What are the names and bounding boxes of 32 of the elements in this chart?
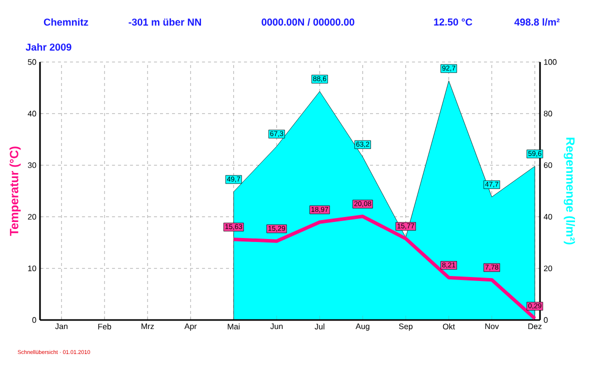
- x-tick-label: Sep: [398, 324, 413, 331]
- y-tick-label: 30: [28, 162, 36, 168]
- y2-tick-label: 100: [544, 59, 557, 65]
- text: 12.50 °C: [434, 18, 472, 26]
- x-tick-label: Okt: [442, 324, 455, 330]
- y-tick-label: 10: [28, 266, 36, 272]
- x-tick-label: Dez: [528, 324, 542, 330]
- text: 498.8 l/m²: [514, 18, 560, 26]
- y2-tick-label: 0: [544, 317, 548, 323]
- chart-subtitle: Jahr 2009: [26, 43, 72, 51]
- chart-title: Chemnitz: [44, 18, 88, 26]
- text: 0000.00N / 00000.00: [262, 18, 354, 26]
- text: -301 m über NN: [128, 18, 201, 26]
- y-tick-label: 20: [28, 214, 36, 220]
- x-tick-label: Mai: [228, 324, 240, 330]
- x-tick-label: Feb: [98, 324, 112, 330]
- y-tick-label: 50: [28, 59, 36, 65]
- y2-tick-label: 60: [544, 162, 552, 168]
- y2-tick-label: 20: [544, 266, 552, 272]
- y2-tick-label: 80: [544, 110, 552, 116]
- x-tick-label: Mrz: [142, 324, 154, 330]
- x-tick-label: Nov: [485, 324, 499, 330]
- y-tick-label: 0: [32, 317, 36, 323]
- y2-tick-label: 40: [544, 214, 552, 220]
- x-tick-label: Jul: [314, 324, 324, 330]
- x-tick-label: Jan: [55, 324, 68, 330]
- y-tick-label: 40: [28, 110, 36, 116]
- x-tick-label: Aug: [356, 324, 370, 331]
- y-axis-title: Temperatur (°C): [10, 146, 21, 236]
- x-tick-label: Apr: [184, 324, 197, 331]
- y2-axis-title: Regenmenge (l/m²): [564, 138, 575, 244]
- x-tick-label: Jun: [270, 324, 283, 330]
